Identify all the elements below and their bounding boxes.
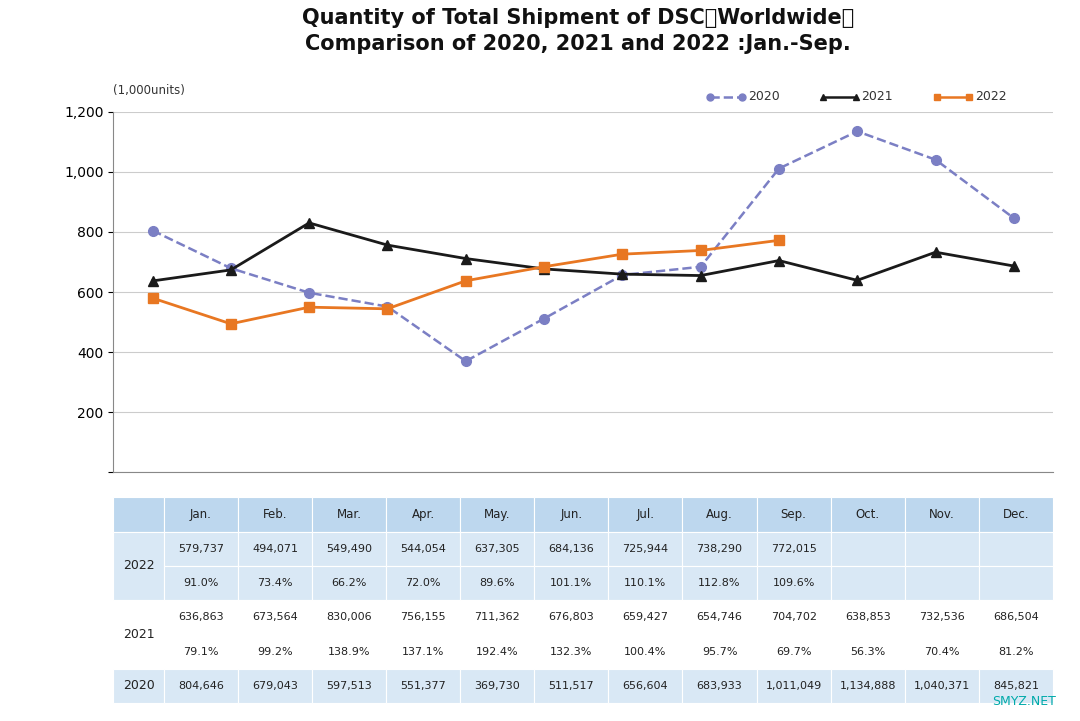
Text: 2020: 2020	[747, 90, 780, 103]
Text: 549,490: 549,490	[326, 544, 372, 554]
Text: 551,377: 551,377	[401, 681, 446, 691]
Text: 659,427: 659,427	[622, 612, 669, 622]
Text: 654,746: 654,746	[697, 612, 742, 622]
Text: 637,305: 637,305	[474, 544, 521, 554]
Text: 638,853: 638,853	[845, 612, 891, 622]
Text: Jan.: Jan.	[190, 508, 212, 521]
Text: 66.2%: 66.2%	[332, 578, 367, 588]
Text: Jun.: Jun.	[561, 508, 582, 521]
Text: 684,136: 684,136	[549, 544, 594, 554]
Text: 732,536: 732,536	[919, 612, 964, 622]
Text: 679,043: 679,043	[252, 681, 298, 691]
Text: 56.3%: 56.3%	[850, 647, 886, 657]
Text: Aug.: Aug.	[706, 508, 733, 521]
Text: (1,000units): (1,000units)	[113, 84, 186, 97]
Text: 369,730: 369,730	[474, 681, 521, 691]
Text: 69.7%: 69.7%	[775, 647, 811, 657]
Text: 725,944: 725,944	[622, 544, 669, 554]
Text: 192.4%: 192.4%	[476, 647, 518, 657]
Text: 2022: 2022	[123, 559, 154, 572]
Text: 738,290: 738,290	[697, 544, 743, 554]
Text: 511,517: 511,517	[549, 681, 594, 691]
Text: Quantity of Total Shipment of DSC【Worldwide】
Comparison of 2020, 2021 and 2022 :: Quantity of Total Shipment of DSC【Worldw…	[301, 9, 854, 54]
Text: 2020: 2020	[123, 679, 154, 692]
Text: 138.9%: 138.9%	[328, 647, 370, 657]
Text: 704,702: 704,702	[771, 612, 816, 622]
Text: 89.6%: 89.6%	[480, 578, 515, 588]
Text: 79.1%: 79.1%	[184, 647, 218, 657]
Text: 711,362: 711,362	[474, 612, 521, 622]
Text: 91.0%: 91.0%	[184, 578, 218, 588]
Text: Nov.: Nov.	[929, 508, 955, 521]
Text: 676,803: 676,803	[549, 612, 594, 622]
Text: 494,071: 494,071	[252, 544, 298, 554]
Text: 673,564: 673,564	[252, 612, 298, 622]
Text: Jul.: Jul.	[636, 508, 654, 521]
Text: 72.0%: 72.0%	[405, 578, 441, 588]
Text: 756,155: 756,155	[401, 612, 446, 622]
Text: 2021: 2021	[861, 90, 893, 103]
Text: Dec.: Dec.	[1002, 508, 1029, 521]
Text: May.: May.	[484, 508, 511, 521]
Text: 101.1%: 101.1%	[550, 578, 593, 588]
Text: Oct.: Oct.	[855, 508, 880, 521]
Text: 636,863: 636,863	[178, 612, 224, 622]
Text: 1,040,371: 1,040,371	[914, 681, 970, 691]
Text: 804,646: 804,646	[178, 681, 224, 691]
Text: Mar.: Mar.	[337, 508, 362, 521]
Text: 683,933: 683,933	[697, 681, 742, 691]
Text: 579,737: 579,737	[178, 544, 224, 554]
Text: 110.1%: 110.1%	[624, 578, 666, 588]
Text: 1,011,049: 1,011,049	[766, 681, 822, 691]
Text: 81.2%: 81.2%	[998, 647, 1034, 657]
Text: 100.4%: 100.4%	[624, 647, 666, 657]
Text: 2021: 2021	[123, 628, 154, 641]
Text: Feb.: Feb.	[262, 508, 287, 521]
Text: 95.7%: 95.7%	[702, 647, 738, 657]
Text: 597,513: 597,513	[326, 681, 372, 691]
Text: 2022: 2022	[974, 90, 1007, 103]
Text: 772,015: 772,015	[771, 544, 816, 554]
Text: Sep.: Sep.	[781, 508, 807, 521]
Text: 845,821: 845,821	[993, 681, 1039, 691]
Text: 70.4%: 70.4%	[924, 647, 960, 657]
Text: 132.3%: 132.3%	[550, 647, 593, 657]
Text: 544,054: 544,054	[401, 544, 446, 554]
Text: 112.8%: 112.8%	[699, 578, 741, 588]
Text: 73.4%: 73.4%	[257, 578, 293, 588]
Text: 109.6%: 109.6%	[772, 578, 814, 588]
Text: 686,504: 686,504	[994, 612, 1039, 622]
Text: 656,604: 656,604	[623, 681, 669, 691]
Text: SMYZ.NET: SMYZ.NET	[993, 695, 1056, 708]
Text: 99.2%: 99.2%	[257, 647, 293, 657]
Text: 830,006: 830,006	[326, 612, 372, 622]
Text: 137.1%: 137.1%	[402, 647, 444, 657]
Text: Apr.: Apr.	[411, 508, 435, 521]
Text: 1,134,888: 1,134,888	[839, 681, 896, 691]
